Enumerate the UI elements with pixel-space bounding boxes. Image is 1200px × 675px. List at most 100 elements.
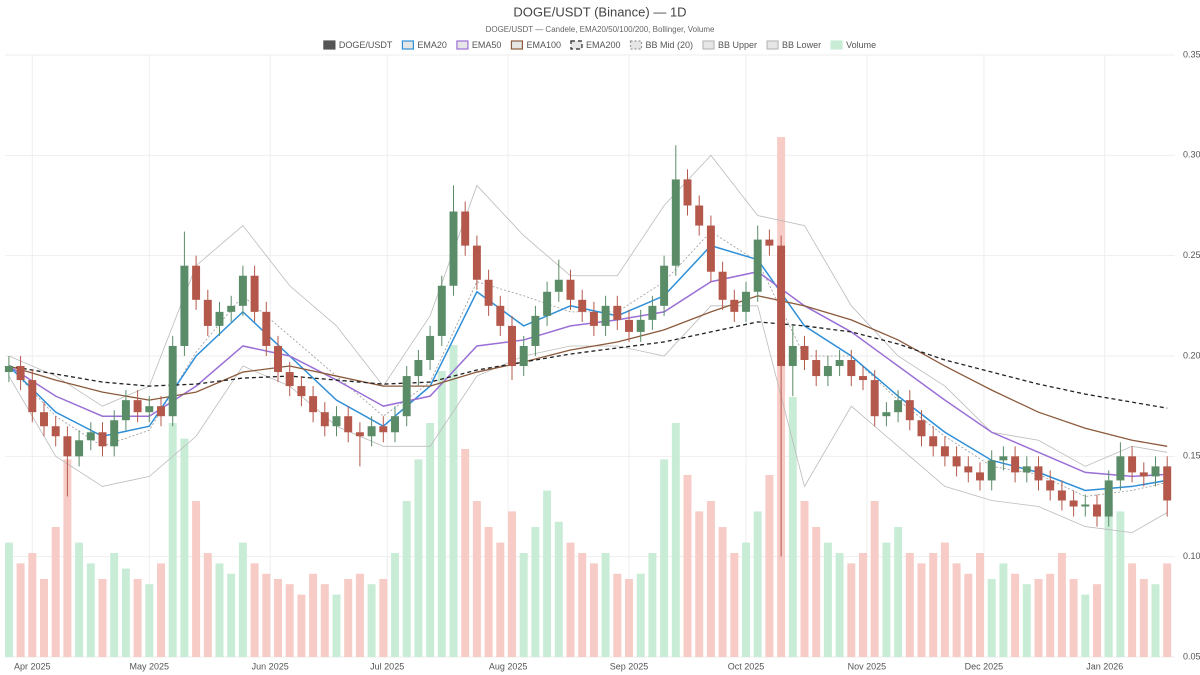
candle-body xyxy=(262,311,271,346)
candle-body xyxy=(449,211,458,286)
candle-body xyxy=(133,400,142,413)
legend: DOGE/USDT EMA20 EMA50 EMA100 EMA200 BB Mid (2… xyxy=(323,40,876,50)
volume-bar xyxy=(86,563,95,657)
candle-body xyxy=(1151,466,1160,477)
x-tick-label: Dec 2025 xyxy=(965,661,1004,671)
legend-label: EMA20 xyxy=(417,40,447,50)
volume-bar xyxy=(98,579,107,657)
candle-body xyxy=(554,279,563,292)
candle-body xyxy=(1022,466,1031,473)
x-tick-label: May 2025 xyxy=(130,661,170,671)
volume-bar xyxy=(695,511,704,657)
volume-bar xyxy=(613,573,622,657)
volume-bar xyxy=(28,553,37,657)
candle-body xyxy=(63,436,72,457)
volume-bar xyxy=(671,423,680,657)
y-tick-label: 0.20 xyxy=(1183,350,1200,360)
candle-body xyxy=(157,406,165,417)
candle-body xyxy=(1034,466,1043,481)
chart-subtitle: DOGE/USDT — Candele, EMA20/50/100/200, B… xyxy=(486,25,715,34)
candle-body xyxy=(999,456,1008,461)
volume-bar xyxy=(601,553,610,657)
volume-bar xyxy=(157,563,165,657)
candle-body xyxy=(847,360,856,377)
volume-bar xyxy=(426,423,435,657)
volume-bar xyxy=(75,542,84,657)
candle-body xyxy=(683,179,692,206)
candle-body xyxy=(203,299,212,326)
legend-swatch xyxy=(456,40,469,50)
volume-bar xyxy=(578,553,587,657)
candle-body xyxy=(98,432,107,447)
volume-bar xyxy=(203,553,212,657)
volume-bar xyxy=(332,594,341,657)
volume-bar xyxy=(742,542,750,657)
legend-label: DOGE/USDT xyxy=(339,40,393,50)
candle-body xyxy=(952,456,961,467)
x-tick-label: Sep 2025 xyxy=(610,661,649,671)
legend-label: Volume xyxy=(846,40,876,50)
candle-body xyxy=(648,305,657,320)
legend-swatch xyxy=(702,40,715,50)
candle-body xyxy=(578,299,587,312)
volume-bar xyxy=(238,542,247,657)
candle-body xyxy=(625,319,633,332)
volume-bar xyxy=(706,501,715,657)
candle-body xyxy=(215,311,224,326)
volume-bar xyxy=(51,527,60,657)
legend-label: BB Lower xyxy=(782,40,821,50)
volume-bar xyxy=(800,501,809,657)
candle-body xyxy=(601,305,610,326)
y-tick-label: 0.25 xyxy=(1183,250,1200,260)
volume-bar xyxy=(63,459,72,657)
volume-bar xyxy=(110,553,119,657)
legend-swatch xyxy=(401,40,415,50)
volume-bar xyxy=(449,345,458,657)
y-tick-label: 0.35 xyxy=(1183,49,1200,59)
candle-body xyxy=(964,466,973,473)
volume-bar xyxy=(4,542,13,657)
candle-body xyxy=(28,380,37,413)
candle-body xyxy=(660,265,669,306)
volume-bar xyxy=(180,438,189,657)
legend-swatch xyxy=(510,40,524,50)
candle-body xyxy=(823,366,832,377)
volume-bar xyxy=(262,573,271,657)
volume-bar xyxy=(812,527,821,657)
volume-bar xyxy=(531,527,540,657)
candle-body xyxy=(589,311,598,326)
candle-body xyxy=(285,372,294,387)
candle-body xyxy=(402,376,411,417)
candle-body xyxy=(344,416,353,433)
candle-body xyxy=(987,460,996,481)
candle-body xyxy=(976,472,984,481)
volume-bar xyxy=(472,501,481,657)
volume-bar xyxy=(496,542,505,657)
volume-bar xyxy=(461,449,470,657)
legend-label: BB Mid (20) xyxy=(646,40,694,50)
volume-bar xyxy=(905,553,914,657)
candle-body xyxy=(297,386,306,397)
candle-body xyxy=(543,291,552,316)
volume-bar xyxy=(917,563,926,657)
x-tick-label: Jun 2025 xyxy=(252,661,289,671)
candle-body xyxy=(613,305,622,320)
volume-bar xyxy=(320,584,329,657)
candle-body xyxy=(706,225,715,272)
volume-bar xyxy=(788,397,797,657)
indicator-line xyxy=(8,321,1168,409)
volume-bar xyxy=(1104,501,1113,657)
candle-body xyxy=(227,305,236,312)
volume-bar xyxy=(297,594,306,657)
candle-body xyxy=(917,420,926,437)
volume-bar xyxy=(859,553,867,657)
volume-bar xyxy=(1034,579,1043,657)
candle-body xyxy=(1081,504,1090,507)
candle-body xyxy=(145,406,154,413)
candle-body xyxy=(40,412,48,427)
legend-swatch xyxy=(323,40,336,50)
volume-bar xyxy=(1151,584,1160,657)
candle-body xyxy=(835,360,844,367)
legend-swatch xyxy=(629,40,643,50)
